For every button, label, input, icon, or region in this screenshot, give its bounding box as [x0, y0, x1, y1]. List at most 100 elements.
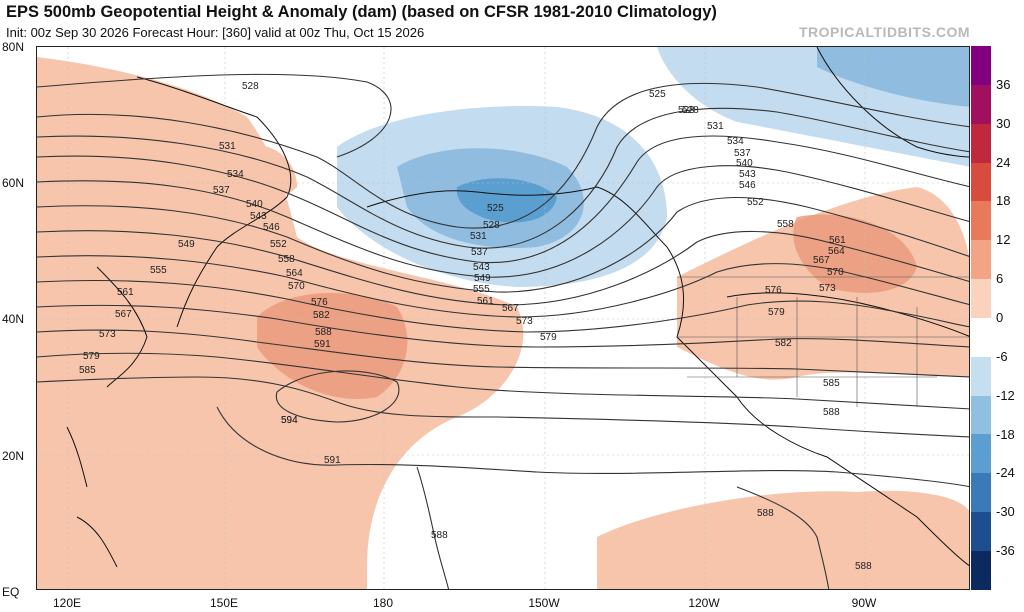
lat-label-20n: 20N: [2, 449, 25, 463]
contour-label: 585: [823, 378, 840, 389]
contour-label: 555: [150, 265, 167, 276]
anomaly-colorbar: [971, 46, 991, 590]
lon-label-90w: 90W: [851, 596, 877, 610]
contour-label: 531: [707, 121, 724, 132]
contour-label: 594: [281, 415, 298, 426]
contour-label: 579: [768, 307, 785, 318]
contour-label: 528: [483, 220, 500, 231]
colorbar-tick-label: 12: [996, 232, 1011, 248]
contour-label: 564: [286, 268, 303, 279]
colorbar-tick-label: -30: [996, 504, 1015, 520]
contour-label: 534: [727, 136, 744, 147]
lat-label-80n: 80N: [2, 40, 25, 54]
negative-anomaly-deep: [456, 178, 557, 223]
contour-label: 528: [678, 105, 695, 116]
contour-label: 588: [823, 407, 840, 418]
contour-label: 546: [263, 222, 280, 233]
contour-label: 558: [777, 219, 794, 230]
contour-label: 567: [115, 309, 132, 320]
contour-labels: 528 525 528 531 534 537 540 543 546 549 …: [79, 81, 872, 572]
lon-label-150e: 150E: [209, 596, 239, 610]
contour-label: 537: [213, 185, 230, 196]
lat-label-40n: 40N: [2, 312, 25, 326]
contour-label: 531: [219, 141, 236, 152]
colorbar-swatch: [971, 84, 991, 124]
colorbar-swatch: [971, 46, 991, 85]
colorbar-swatch: [971, 512, 991, 551]
brand-watermark: TROPICALTIDBITS.COM: [798, 24, 970, 40]
colorbar-swatch: [971, 473, 991, 513]
contour-label: 594: [281, 415, 298, 426]
colorbar-tick-label: -24: [996, 465, 1015, 481]
lon-label-180: 180: [372, 596, 394, 610]
contour-label: 543: [739, 169, 756, 180]
contour-label: 591: [314, 339, 331, 350]
contour-label: 561: [477, 296, 494, 307]
contour-label: 531: [470, 231, 487, 242]
contour-label: 576: [765, 285, 782, 296]
contour-label: 588: [757, 508, 774, 519]
contour-label: 561: [117, 287, 134, 298]
colorbar-swatch: [971, 123, 991, 163]
colorbar-tick-label: -6: [996, 348, 1008, 364]
lat-label-60n: 60N: [2, 176, 25, 190]
colorbar-tick-label: 36: [996, 76, 1011, 92]
colorbar-swatch: [971, 279, 991, 318]
contour-label: 564: [828, 246, 845, 257]
contour-label: 582: [775, 338, 792, 349]
colorbar-tick-label: 18: [996, 193, 1011, 209]
contour-label: 540: [246, 199, 263, 210]
contour-label: 567: [813, 255, 830, 266]
chart-subtitle: Init: 00z Sep 30 2026 Forecast Hour: [36…: [6, 25, 425, 40]
contour-label: 525: [649, 89, 666, 100]
contour-label: 549: [474, 273, 491, 284]
colorbar-tick-label: 30: [996, 115, 1011, 131]
lon-label-150w: 150W: [528, 596, 560, 610]
contour-label: 567: [502, 303, 519, 314]
contour-label: 588: [855, 561, 872, 572]
contour-label: 528: [682, 105, 699, 116]
contour-label: 546: [739, 180, 756, 191]
contour-label: 582: [313, 310, 330, 321]
colorbar-swatch: [971, 550, 991, 590]
contour-label: 576: [311, 297, 328, 308]
lon-label-120w: 120W: [688, 596, 720, 610]
contour-label: 549: [178, 239, 195, 250]
map-panel: 528 525 528 531 534 537 540 543 546 549 …: [36, 46, 970, 590]
contour-label: 579: [540, 332, 557, 343]
contour-label: 573: [99, 329, 116, 340]
colorbar-swatch: [971, 162, 991, 202]
contour-label: 552: [270, 239, 287, 250]
contour-label: 537: [471, 247, 488, 258]
contour-label: 525: [487, 203, 504, 214]
contour-label: 591: [324, 455, 341, 466]
contour-label: 588: [315, 327, 332, 338]
chart-title: EPS 500mb Geopotential Height & Anomaly …: [6, 3, 717, 21]
contour-label: 555: [473, 284, 490, 295]
colorbar-tick-label: 6: [996, 271, 1004, 287]
contour-label: 570: [288, 281, 305, 292]
contour-label: 528: [242, 81, 259, 92]
contour-label: 579: [83, 351, 100, 362]
graticule: [37, 47, 969, 589]
colorbar-swatch: [971, 356, 991, 396]
contour-label: 573: [819, 283, 836, 294]
contour-label: 534: [227, 169, 244, 180]
contour-label: 552: [747, 197, 764, 208]
colorbar-tick-label: -36: [996, 543, 1015, 559]
colorbar-tick-label: -12: [996, 387, 1015, 403]
colorbar-swatch: [971, 240, 991, 280]
colorbar-tick-label: -18: [996, 426, 1015, 442]
contour-label: 543: [473, 262, 490, 273]
contour-label: 543: [250, 211, 267, 222]
colorbar-tick-label: 0: [996, 310, 1004, 325]
colorbar-swatch: [971, 317, 991, 357]
contour-label: 561: [829, 235, 846, 246]
height-contours: [37, 73, 969, 589]
contour-label: 570: [827, 267, 844, 278]
colorbar-swatch: [971, 434, 991, 474]
contour-label: 558: [278, 254, 295, 265]
colorbar-tick-label: 24: [996, 154, 1011, 170]
political-borders: [677, 276, 969, 407]
contour-label: 540: [736, 158, 753, 169]
